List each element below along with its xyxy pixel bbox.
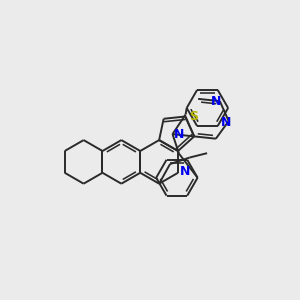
Text: N: N [179, 165, 190, 178]
Text: N: N [221, 116, 232, 129]
Text: S: S [189, 110, 198, 123]
Text: N: N [211, 94, 221, 108]
Text: N: N [174, 128, 184, 141]
